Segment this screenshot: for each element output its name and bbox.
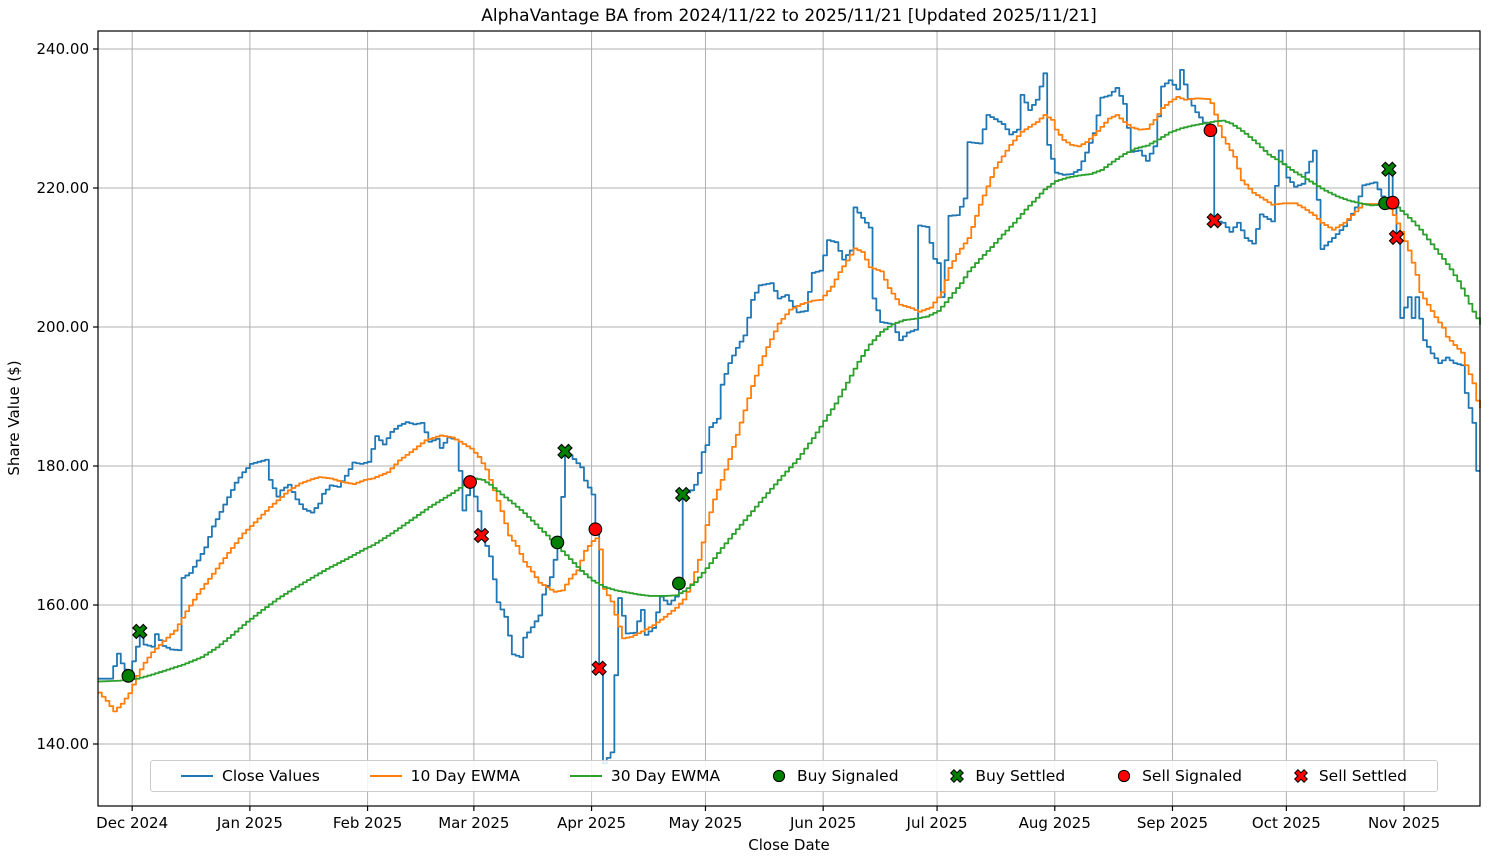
y-tick-label: 200.00 [37,318,90,336]
y-tick-label: 240.00 [37,40,90,58]
legend-line-swatch [369,775,402,777]
marker-buy-signaled [550,535,565,550]
legend-line-swatch [569,775,602,777]
marker-sell-settled [1206,212,1223,229]
y-tick-label: 180.00 [37,457,90,475]
chart-title: AlphaVantage BA from 2024/11/22 to 2025/… [481,6,1097,26]
y-axis-label: Share Value ($) [5,360,23,476]
y-tick-label: 220.00 [37,179,90,197]
legend-item-label: Sell Signaled [1142,767,1242,785]
marker-sell-signaled [588,522,603,537]
legend: Close Values 10 Day EWMA 30 Day EWMA Buy Si… [150,760,1438,792]
legend-item-label: Buy Signaled [796,767,899,785]
series-10-day-ewma [98,96,1481,713]
legend-item-close-values: Close Values [181,767,320,785]
legend-item-30-day-ewma: 30 Day EWMA [569,767,721,785]
legend-item-label: Buy Settled [975,767,1066,785]
legend-x-marker-icon [950,768,965,784]
legend-item-sell-settled: Sell Settled [1292,767,1407,785]
x-axis-label: Close Date [748,836,830,854]
marker-buy-signaled [121,669,136,683]
marker-sell-signaled [1203,123,1218,138]
x-tick-label: Nov 2025 [1368,814,1440,832]
legend-item-buy-settled: Buy Settled [948,767,1065,785]
marker-sell-signaled [1385,195,1400,210]
x-tick-label: Oct 2025 [1252,814,1321,832]
legend-item-label: 30 Day EWMA [610,767,721,785]
x-tick-label: Dec 2024 [96,814,168,832]
x-tick-label: Mar 2025 [438,814,509,832]
legend-item-10-day-ewma: 10 Day EWMA [369,767,520,785]
x-tick-label: Apr 2025 [557,814,626,832]
legend-item-label: Close Values [222,767,320,785]
marker-buy-settled [674,486,691,503]
x-tick-label: Jul 2025 [906,814,968,832]
legend-x-marker-icon [1293,768,1308,784]
marker-buy-settled [131,623,148,640]
legend-item-sell-signaled: Sell Signaled [1115,767,1242,785]
marker-sell-signaled [463,475,477,489]
x-tick-label: Aug 2025 [1019,814,1091,832]
marker-buy-signaled [672,576,686,591]
marker-buy-settled [557,443,573,460]
y-tick-label: 140.00 [37,735,90,753]
x-tick-label: May 2025 [668,814,742,832]
y-tick-label: 160.00 [37,596,90,614]
legend-item-buy-signaled: Buy Signaled [770,767,899,785]
legend-item-label: 10 Day EWMA [410,767,520,785]
legend-item-label: Sell Settled [1318,767,1407,785]
marker-sell-settled [1388,229,1405,246]
legend-circle-marker-icon [1117,769,1131,783]
legend-line-swatch [181,775,213,777]
legend-circle-marker-icon [772,769,786,783]
series-30-day-ewma [98,119,1481,683]
x-tick-label: Feb 2025 [333,814,403,832]
series-close-values [98,68,1480,765]
plot-border [97,30,1481,807]
marker-sell-settled [473,527,490,544]
x-tick-label: Jun 2025 [789,814,856,832]
marker-sell-settled [591,660,607,677]
marker-buy-settled [1381,161,1397,178]
x-tick-label: Jan 2025 [216,814,283,832]
x-tick-label: Sep 2025 [1137,814,1208,832]
